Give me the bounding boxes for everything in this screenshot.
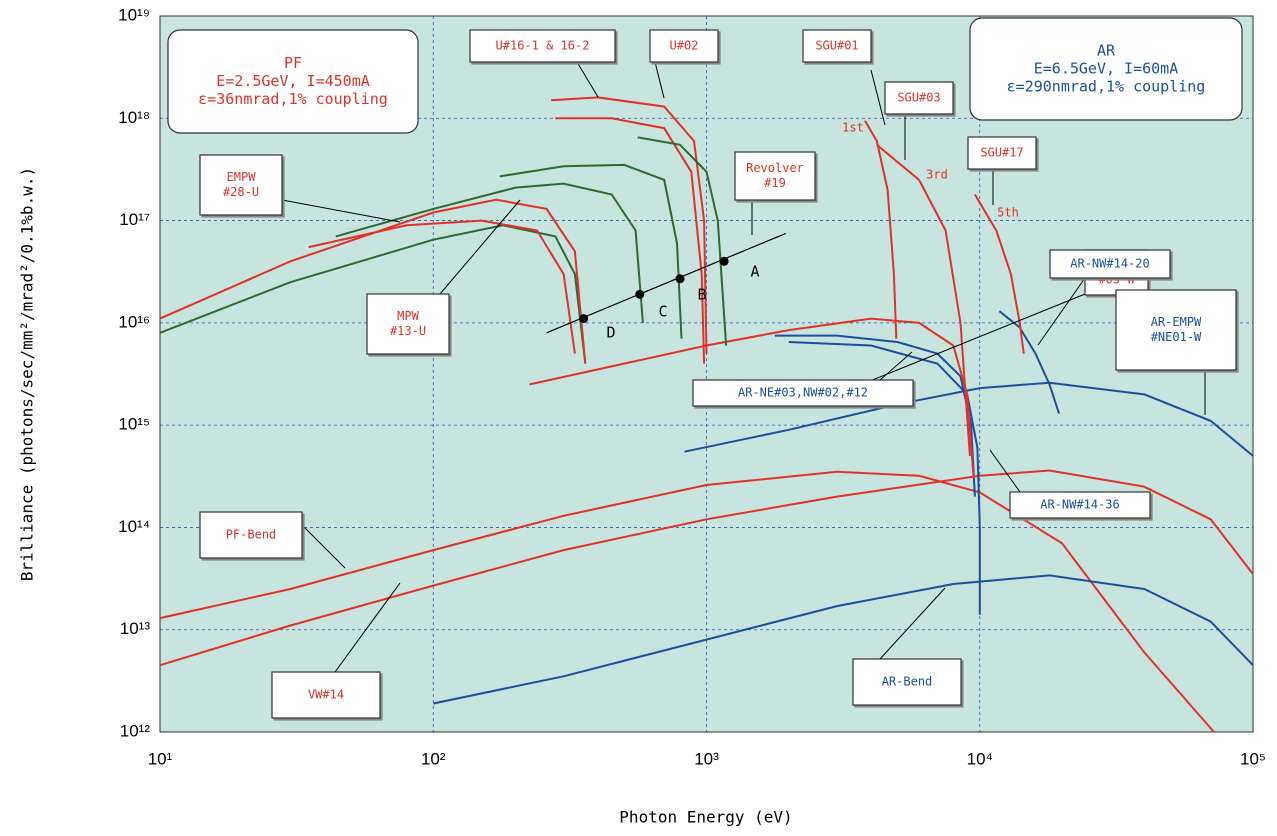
curve bbox=[433, 574, 1254, 705]
curve bbox=[684, 381, 1254, 457]
leader-line bbox=[576, 61, 599, 98]
annotation-text: PF bbox=[284, 54, 302, 72]
y-tick-label: 10¹⁷ bbox=[119, 210, 150, 229]
curve bbox=[159, 470, 1215, 733]
curve bbox=[499, 163, 683, 339]
x-tick-label: 10¹ bbox=[148, 749, 173, 768]
annotation-text: EMPW bbox=[227, 170, 257, 184]
label-box bbox=[1009, 491, 1151, 519]
curve bbox=[335, 182, 644, 323]
annotation-text: U#16-1 & 16-2 bbox=[496, 39, 590, 53]
annotation-text: #NE01-W bbox=[1151, 330, 1202, 344]
label-box bbox=[469, 29, 616, 63]
leader-line bbox=[334, 582, 401, 673]
leader-line bbox=[281, 199, 401, 223]
marker bbox=[635, 289, 645, 299]
y-tick-label: 10¹⁹ bbox=[118, 5, 150, 24]
annotation-text: SGU#17 bbox=[980, 146, 1023, 160]
annotation-text: Revolver bbox=[746, 161, 804, 175]
leader-line bbox=[989, 449, 1021, 493]
curve bbox=[159, 198, 587, 364]
annotation-text: 3rd bbox=[926, 168, 948, 182]
label-box bbox=[271, 671, 381, 719]
annotation-text: 5th bbox=[997, 206, 1019, 220]
x-tick-label: 10² bbox=[421, 749, 446, 768]
y-tick-label: 10¹³ bbox=[120, 619, 151, 638]
y-tick-label: 10¹² bbox=[120, 721, 151, 740]
x-tick-label: 10³ bbox=[694, 749, 719, 768]
label-box bbox=[199, 511, 303, 559]
y-tick-label: 10¹⁴ bbox=[118, 517, 150, 536]
leader-line bbox=[1037, 277, 1086, 346]
annotation-text: E=2.5GeV, I=450mA bbox=[216, 72, 370, 90]
curve bbox=[529, 317, 975, 479]
label-box bbox=[366, 293, 450, 355]
annotation-text: #13-U bbox=[390, 324, 426, 338]
annotation-text: AR-Bend bbox=[882, 675, 933, 689]
label-box bbox=[199, 154, 283, 216]
point-label: C bbox=[658, 303, 667, 321]
annotation-text: ε=36nmrad,1% coupling bbox=[198, 90, 388, 108]
y-tick-label: 10¹⁸ bbox=[118, 108, 150, 127]
label-box bbox=[967, 136, 1037, 170]
annotation-text: ε=290nmrad,1% coupling bbox=[1007, 78, 1206, 96]
y-tick-label: 10¹⁵ bbox=[118, 415, 150, 434]
annotation-text: MPW bbox=[397, 309, 419, 323]
curve bbox=[864, 120, 898, 339]
annotation-text: AR bbox=[1097, 42, 1116, 60]
annotation-text: SGU#01 bbox=[815, 39, 858, 53]
point-label: A bbox=[750, 263, 759, 281]
annotation-text: SGU#03 bbox=[897, 91, 940, 105]
point-label: D bbox=[606, 324, 615, 342]
leader-line bbox=[870, 69, 886, 126]
x-tick-label: 10⁵ bbox=[1240, 749, 1266, 768]
annotation-text: AR-EMPW bbox=[1151, 315, 1202, 329]
marker bbox=[579, 314, 589, 324]
leader-line bbox=[879, 587, 946, 660]
curve bbox=[159, 469, 1254, 667]
label-box bbox=[884, 81, 954, 115]
curve bbox=[551, 96, 708, 354]
leader-line bbox=[879, 351, 913, 381]
annotation-text: AR-NW#14-36 bbox=[1040, 498, 1119, 512]
annotation-text: AR-NW#14-20 bbox=[1070, 257, 1149, 271]
point-label: B bbox=[697, 286, 706, 304]
curve bbox=[998, 310, 1060, 414]
annotation-text: AR-NE#03,NW#02,#12 bbox=[738, 386, 868, 400]
label-box bbox=[167, 29, 419, 134]
x-tick-label: 10⁴ bbox=[967, 749, 993, 768]
plot-frame bbox=[159, 15, 1254, 733]
annotation-text: U#02 bbox=[670, 39, 699, 53]
label-box bbox=[649, 29, 719, 63]
label-box bbox=[734, 151, 816, 201]
curve bbox=[974, 193, 1025, 354]
label-box bbox=[802, 29, 872, 63]
annotation-text: 1st bbox=[842, 121, 864, 135]
annotation-text: #28-U bbox=[223, 185, 259, 199]
marker bbox=[675, 274, 685, 284]
curve bbox=[555, 117, 706, 364]
label-box bbox=[692, 379, 914, 407]
y-tick-label: 10¹⁶ bbox=[118, 312, 150, 331]
label-box bbox=[969, 17, 1243, 121]
x-axis-label: Photon Energy (eV) bbox=[619, 808, 792, 827]
label-box bbox=[852, 658, 962, 706]
y-axis-label: Brilliance (photons/sec/mm²/mrad²/0.1%b.… bbox=[18, 167, 37, 581]
leader-line bbox=[859, 289, 1096, 386]
annotation-text: #19 bbox=[764, 176, 786, 190]
annotation-text: VW#14 bbox=[308, 688, 344, 702]
annotation-text: E=6.5GeV, I=60mA bbox=[1034, 60, 1179, 78]
label-box bbox=[1049, 249, 1171, 279]
label-box bbox=[1115, 289, 1237, 371]
annotation-text: PF-Bend bbox=[226, 528, 277, 542]
marker bbox=[719, 256, 729, 266]
leader-line bbox=[654, 61, 665, 99]
leader-line bbox=[301, 524, 346, 569]
leader-line bbox=[439, 199, 521, 295]
curve bbox=[876, 144, 971, 456]
curve bbox=[308, 219, 576, 354]
